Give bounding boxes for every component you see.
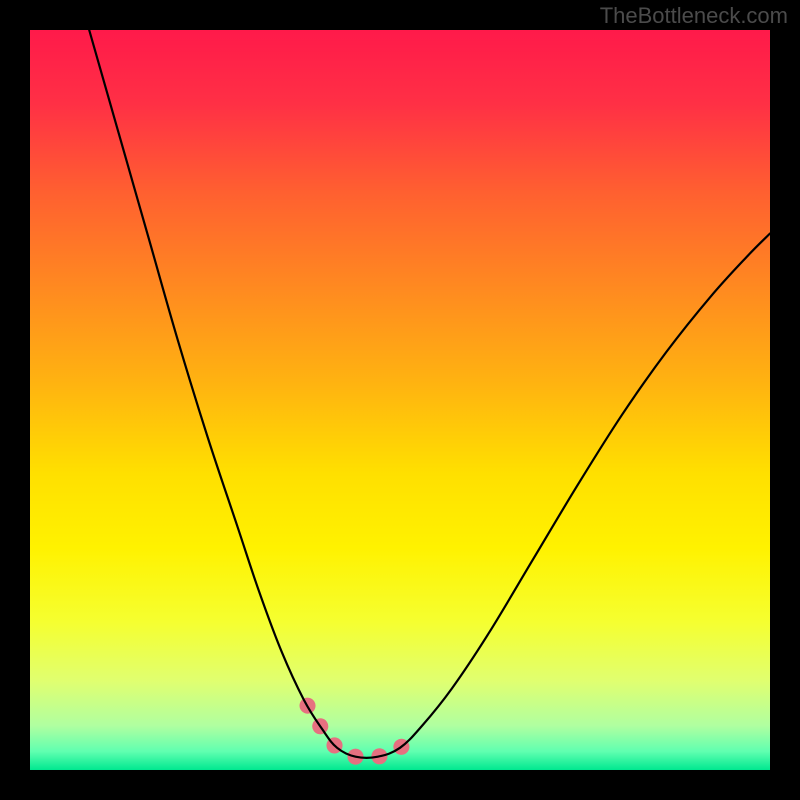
bottleneck-chart	[0, 0, 800, 800]
plot-background	[30, 30, 770, 770]
watermark-text: TheBottleneck.com	[600, 3, 788, 29]
